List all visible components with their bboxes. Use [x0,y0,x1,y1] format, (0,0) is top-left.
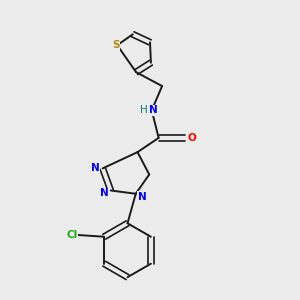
Text: H: H [140,105,148,115]
Text: N: N [100,188,109,198]
Text: N: N [91,164,99,173]
Text: O: O [188,133,197,143]
Text: N: N [138,191,146,202]
Text: S: S [112,40,120,50]
Text: N: N [149,105,158,115]
Text: Cl: Cl [66,230,78,240]
